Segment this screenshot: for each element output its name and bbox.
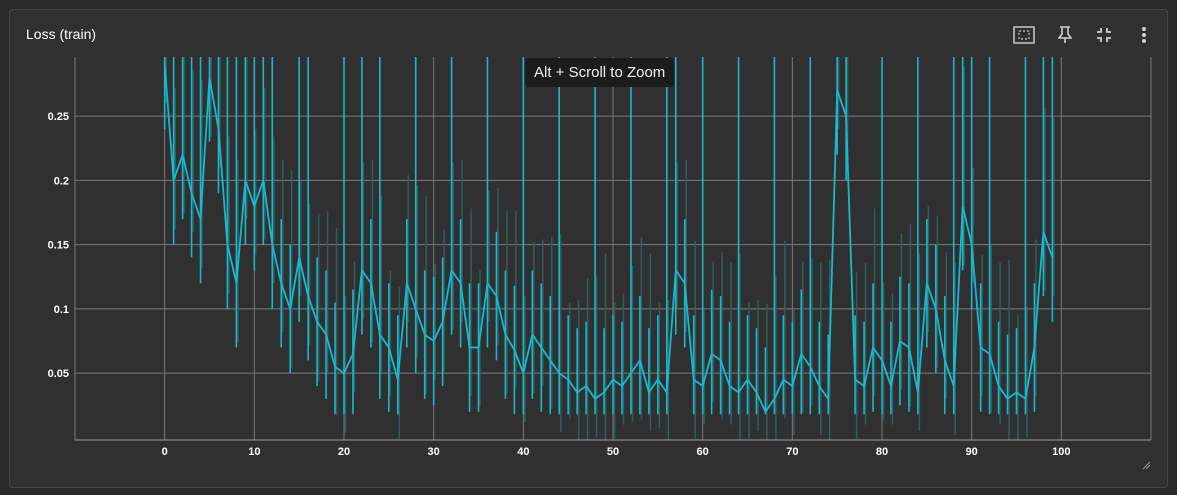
card-title: Loss (train) xyxy=(26,26,97,42)
x-tick-label: 70 xyxy=(786,446,798,458)
x-tick-label: 60 xyxy=(697,446,709,458)
y-tick-label: 0.15 xyxy=(48,240,69,252)
pin-icon[interactable] xyxy=(1054,24,1076,46)
x-tick-label: 30 xyxy=(428,446,440,458)
x-tick-label: 80 xyxy=(876,446,888,458)
smoothed-series xyxy=(163,57,1054,415)
more-vertical-icon[interactable] xyxy=(1133,24,1155,46)
y-tick-label: 0.1 xyxy=(54,304,69,316)
x-tick-label: 40 xyxy=(517,446,529,458)
fit-domain-icon[interactable] xyxy=(1013,24,1035,46)
x-tick-label: 50 xyxy=(607,446,619,458)
smoothed-line xyxy=(163,64,1054,414)
y-tick-label: 0.2 xyxy=(54,175,69,187)
resize-handle-icon[interactable] xyxy=(1142,461,1151,470)
axes: 0.05 0.1 0.15 0.2 0.25 0 10 20 30 40 50 60 70 80 90 100 xyxy=(48,57,1152,458)
y-tick-label: 0.05 xyxy=(48,368,69,380)
x-tick-label: 0 xyxy=(162,446,168,458)
collapse-icon[interactable] xyxy=(1093,24,1115,46)
x-tick-label: 20 xyxy=(338,446,350,458)
y-tick-label: 0.25 xyxy=(48,111,69,123)
x-tick-label: 90 xyxy=(966,446,978,458)
zoom-tooltip: Alt + Scroll to Zoom xyxy=(525,58,675,87)
x-tick-label: 100 xyxy=(1052,446,1070,458)
x-tick-label: 10 xyxy=(248,446,260,458)
